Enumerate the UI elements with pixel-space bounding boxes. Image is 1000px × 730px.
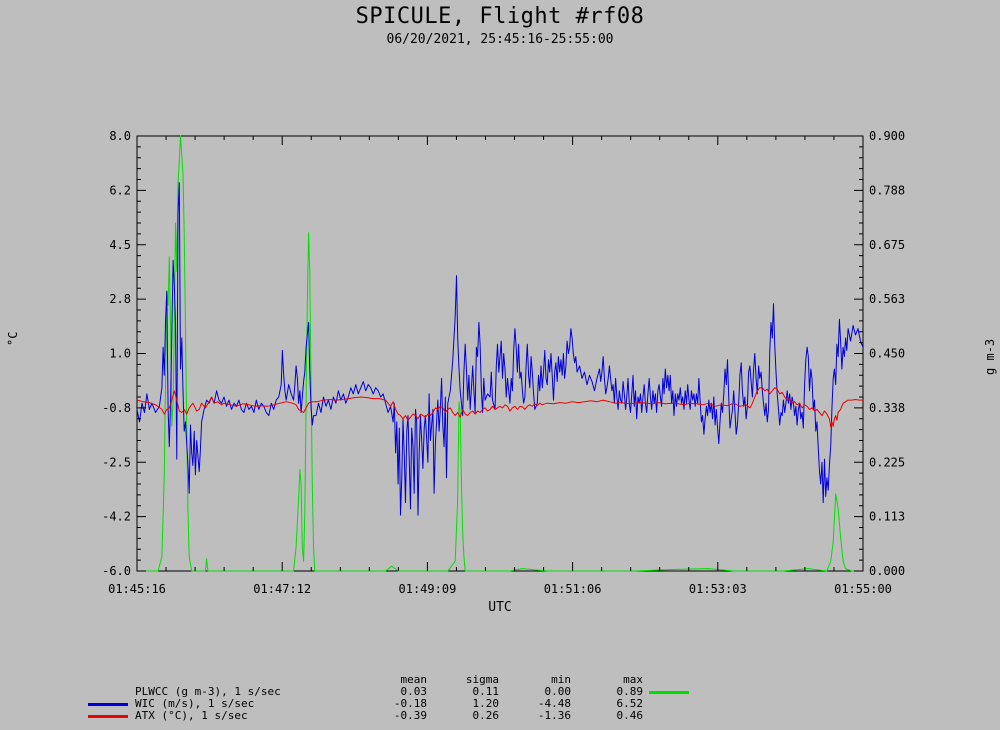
- stat-max: 6.52: [616, 697, 644, 710]
- y-right-tick-label: 0.788: [869, 183, 905, 197]
- x-tick-label: 01:55:00: [834, 582, 892, 596]
- series-line-wic: [136, 182, 864, 516]
- stats-header-min: min: [551, 673, 571, 686]
- legend-label: ATX (°C), 1 s/sec: [135, 709, 248, 722]
- legend-row-atx: ATX (°C), 1 s/sec -0.39 0.26 -1.36 0.46: [88, 710, 739, 722]
- series-line-atx: [136, 387, 863, 428]
- stat-sigma: 0.11: [472, 685, 500, 698]
- legend-swatch-blue: [88, 702, 128, 706]
- stat-min: 0.00: [544, 685, 572, 698]
- y-left-tick-label: 4.5: [109, 238, 131, 252]
- y-right-tick-label: 0.450: [869, 347, 905, 361]
- y-left-tick-label: -4.2: [102, 510, 131, 524]
- legend-row-wic: WIC (m/s), 1 s/sec -0.18 1.20 -4.48 6.52: [88, 698, 739, 710]
- legend-swatch-green: [649, 690, 689, 694]
- y-right-tick-label: 0.563: [869, 292, 905, 306]
- y-right-tick-label: 0.000: [869, 564, 905, 578]
- legend-swatch-red: [88, 714, 128, 718]
- y-right-tick-label: 0.113: [869, 510, 905, 524]
- y-axis-left-label: °C: [6, 331, 20, 346]
- chart-subtitle: 06/20/2021, 25:45:16-25:55:00: [386, 32, 614, 47]
- stat-sigma: 1.20: [472, 697, 500, 710]
- y-left-tick-label: 2.8: [109, 292, 131, 306]
- x-axis-label: UTC: [488, 600, 512, 615]
- y-left-tick-label: 8.0: [109, 129, 131, 143]
- x-tick-label: 01:47:12: [253, 582, 311, 596]
- stat-mean: -0.18: [393, 697, 427, 710]
- stats-header-row: mean sigma min max: [88, 674, 739, 686]
- y-right-tick-label: 0.900: [869, 129, 905, 143]
- stats-header-max: max: [623, 673, 643, 686]
- stats-header-sigma: sigma: [465, 673, 499, 686]
- stats-header-mean: mean: [400, 673, 428, 686]
- stat-sigma: 0.26: [472, 709, 500, 722]
- series-line-plwcc: [137, 135, 863, 572]
- stat-max: 0.89: [616, 685, 644, 698]
- stats-legend: mean sigma min max PLWCC (g m-3), 1 s/se…: [88, 674, 739, 722]
- stat-min: -4.48: [537, 697, 571, 710]
- legend-row-plwcc: PLWCC (g m-3), 1 s/sec 0.03 0.11 0.00 0.…: [88, 686, 739, 698]
- legend-label: PLWCC (g m-3), 1 s/sec: [135, 685, 281, 698]
- x-tick-label: 01:51:06: [544, 582, 602, 596]
- y-right-tick-label: 0.338: [869, 401, 905, 415]
- x-tick-label: 01:49:09: [399, 582, 457, 596]
- y-axis-right-label: g m-3: [983, 338, 997, 375]
- stat-min: -1.36: [537, 709, 571, 722]
- x-tick-label: 01:53:03: [689, 582, 747, 596]
- stat-mean: -0.39: [393, 709, 427, 722]
- y-right-tick-label: 0.675: [869, 238, 905, 252]
- y-right-tick-label: 0.225: [869, 455, 905, 469]
- y-left-tick-label: 1.0: [109, 347, 131, 361]
- chart-title: SPICULE, Flight #rf08: [355, 4, 645, 29]
- y-left-tick-label: 6.2: [109, 183, 131, 197]
- y-left-tick-label: -6.0: [102, 564, 131, 578]
- stat-max: 0.46: [616, 709, 644, 722]
- stat-mean: 0.03: [400, 685, 428, 698]
- y-left-tick-label: -0.8: [102, 401, 131, 415]
- legend-label: WIC (m/s), 1 s/sec: [135, 697, 255, 710]
- y-left-tick-label: -2.5: [102, 455, 131, 469]
- x-tick-label: 01:45:16: [108, 582, 166, 596]
